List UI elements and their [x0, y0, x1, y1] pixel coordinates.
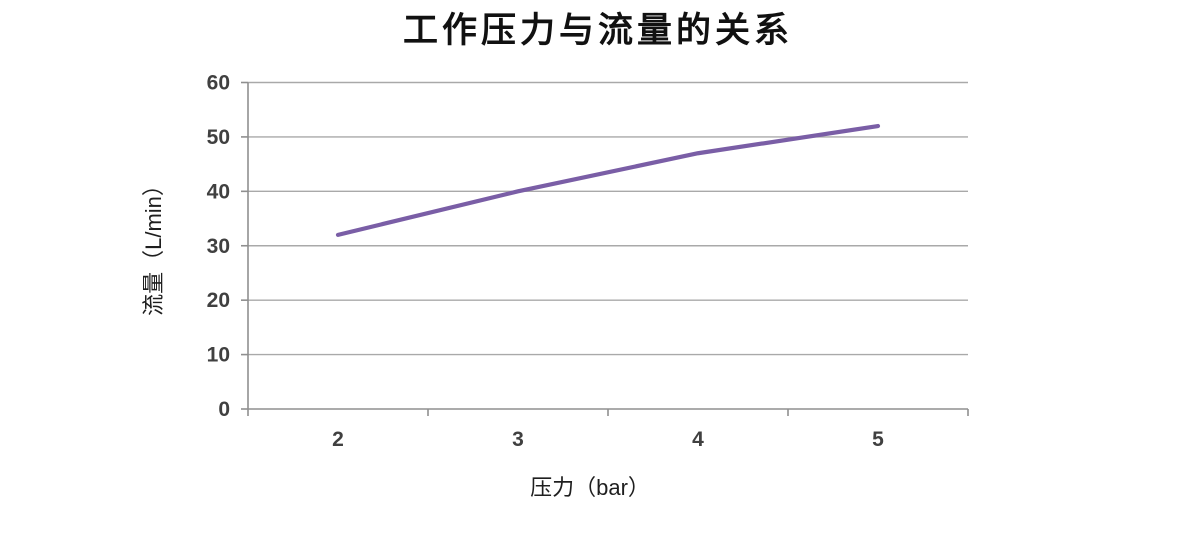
- data-line: [335, 123, 881, 237]
- x-tick-label: 2: [332, 428, 344, 451]
- y-tick-label: 0: [218, 398, 230, 421]
- y-tick-label: 30: [207, 235, 230, 258]
- chart-title: 工作压力与流量的关系: [402, 10, 793, 51]
- y-tick-label: 50: [207, 126, 230, 149]
- y-tick-label: 40: [207, 180, 230, 203]
- x-tick-label: 5: [872, 428, 884, 451]
- y-tick-label: 60: [207, 72, 230, 95]
- y-tick-label: 10: [207, 344, 230, 367]
- y-tick-label: 20: [207, 289, 230, 312]
- x-tick-label: 4: [692, 428, 704, 451]
- x-axis-title: 压力（bar）: [530, 475, 650, 500]
- x-tick-label: 3: [512, 428, 524, 451]
